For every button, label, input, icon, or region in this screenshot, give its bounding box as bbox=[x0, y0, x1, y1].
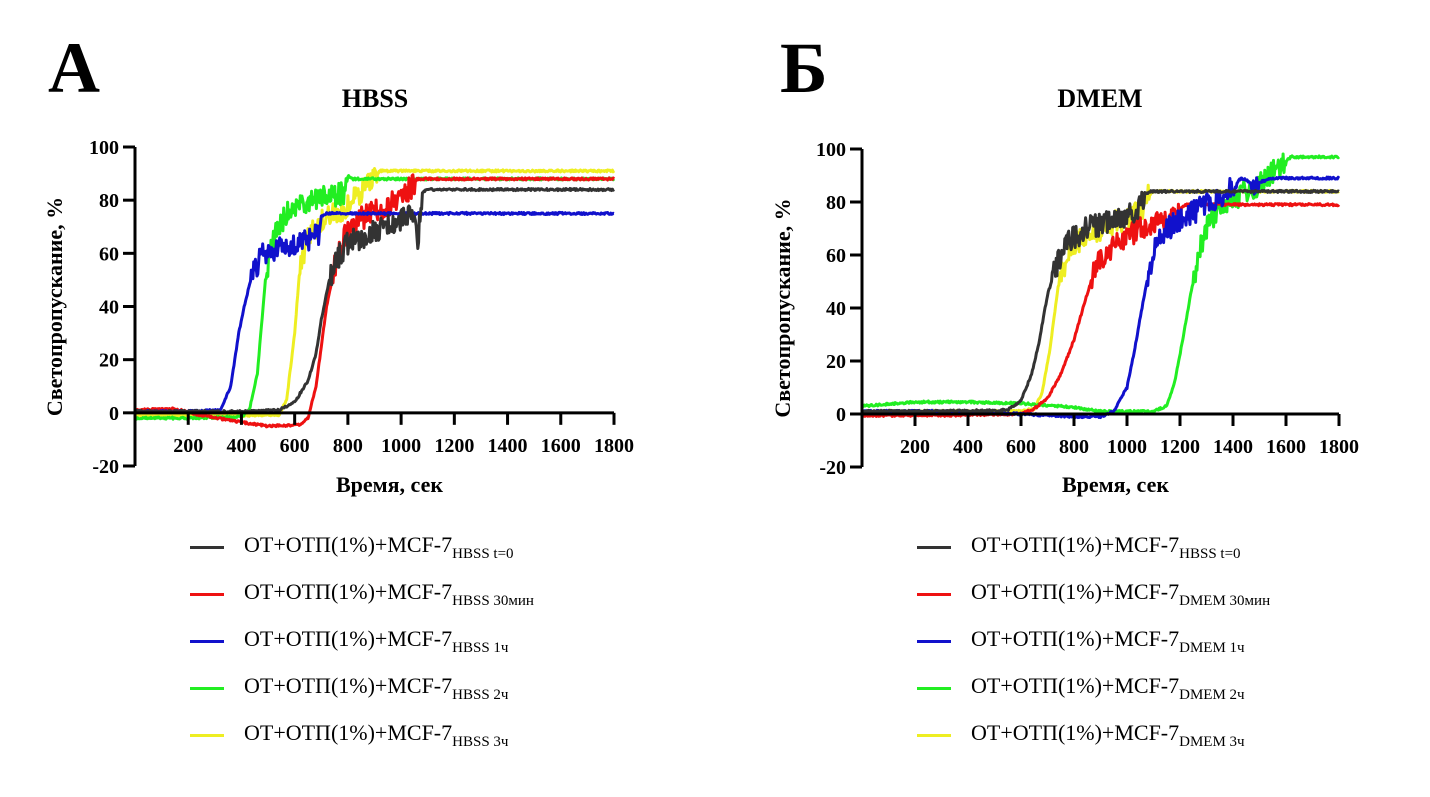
legend-item: ОТ+ОТП(1%)+MCF-7DMEM 30мин bbox=[917, 571, 1270, 618]
y-tick-label: 0 bbox=[109, 403, 119, 425]
x-tick-label: 1600 bbox=[1266, 436, 1306, 458]
series-line bbox=[861, 188, 1340, 414]
x-tick-label: 400 bbox=[953, 436, 983, 458]
legend-swatch bbox=[190, 593, 224, 596]
x-tick-label: 1400 bbox=[488, 435, 528, 457]
y-axis-label: Светопропускание, % bbox=[42, 197, 67, 416]
legend-label: ОТ+ОТП(1%)+MCF-7DMEM 3ч bbox=[971, 720, 1245, 750]
legend-swatch bbox=[917, 546, 951, 549]
legend-label: ОТ+ОТП(1%)+MCF-7HBSS 3ч bbox=[244, 720, 509, 750]
x-tick-label: 1400 bbox=[1213, 436, 1253, 458]
series-line bbox=[134, 173, 616, 429]
x-tick-label: 200 bbox=[900, 436, 930, 458]
legend-swatch bbox=[917, 734, 951, 737]
y-tick-label: 20 bbox=[99, 350, 119, 372]
x-tick-label: 800 bbox=[333, 435, 363, 457]
x-tick-label: 400 bbox=[226, 435, 256, 457]
legend-label: ОТ+ОТП(1%)+MCF-7HBSS 2ч bbox=[244, 673, 509, 703]
x-axis-label: Время, сек bbox=[1062, 472, 1169, 497]
legend-label: ОТ+ОТП(1%)+MCF-7HBSS t=0 bbox=[244, 532, 514, 562]
legend-label: ОТ+ОТП(1%)+MCF-7DMEM 2ч bbox=[971, 673, 1245, 703]
y-tick-label: 60 bbox=[826, 245, 846, 267]
x-tick-label: 200 bbox=[173, 435, 203, 457]
panel-b-letter: Б bbox=[780, 28, 828, 108]
legend-swatch bbox=[190, 546, 224, 549]
legend-item: ОТ+ОТП(1%)+MCF-7DMEM 1ч bbox=[917, 618, 1270, 665]
legend-item: ОТ+ОТП(1%)+MCF-7HBSS 2ч bbox=[190, 665, 534, 712]
legend-label: ОТ+ОТП(1%)+MCF-7HBSS 1ч bbox=[244, 626, 509, 656]
legend-item: ОТ+ОТП(1%)+MCF-7DMEM 3ч bbox=[917, 712, 1270, 759]
panel-a-title: HBSS bbox=[341, 84, 409, 113]
x-tick-label: 800 bbox=[1059, 436, 1089, 458]
legend-item: ОТ+ОТП(1%)+MCF-7HBSS 3ч bbox=[190, 712, 534, 759]
series-line bbox=[133, 167, 616, 418]
legend-item: ОТ+ОТП(1%)+MCF-7DMEM 2ч bbox=[917, 665, 1270, 712]
y-tick-label: 60 bbox=[99, 243, 119, 265]
legend-swatch bbox=[917, 593, 951, 596]
legend-swatch bbox=[190, 640, 224, 643]
x-tick-label: 1200 bbox=[1160, 436, 1200, 458]
panel-a-letter: А bbox=[48, 28, 100, 108]
y-tick-label: 80 bbox=[826, 192, 846, 214]
x-tick-label: 600 bbox=[1006, 436, 1036, 458]
y-tick-label: 20 bbox=[826, 351, 846, 373]
legend-dmem: ОТ+ОТП(1%)+MCF-7HBSS t=0 ОТ+ОТП(1%)+MCF-… bbox=[917, 524, 1270, 759]
x-tick-label: 1600 bbox=[541, 435, 581, 457]
x-tick-label: 600 bbox=[280, 435, 310, 457]
legend-label: ОТ+ОТП(1%)+MCF-7DMEM 1ч bbox=[971, 626, 1245, 656]
legend-item: ОТ+ОТП(1%)+MCF-7HBSS 1ч bbox=[190, 618, 534, 665]
legend-swatch bbox=[917, 640, 951, 643]
y-tick-label: 100 bbox=[89, 137, 119, 159]
legend-item: ОТ+ОТП(1%)+MCF-7HBSS t=0 bbox=[190, 524, 534, 571]
y-tick-label: -20 bbox=[819, 457, 846, 479]
x-tick-label: 1200 bbox=[434, 435, 474, 457]
panel-b-title: DMEM bbox=[1057, 84, 1143, 113]
legend-swatch bbox=[917, 687, 951, 690]
legend-item: ОТ+ОТП(1%)+MCF-7HBSS t=0 bbox=[917, 524, 1270, 571]
legend-label: ОТ+ОТП(1%)+MCF-7DMEM 30мин bbox=[971, 579, 1271, 609]
legend-item: ОТ+ОТП(1%)+MCF-7HBSS 30мин bbox=[190, 571, 534, 618]
legend-hbss: ОТ+ОТП(1%)+MCF-7HBSS t=0 ОТ+ОТП(1%)+MCF-… bbox=[190, 524, 534, 759]
legend-swatch bbox=[190, 734, 224, 737]
y-tick-label: 80 bbox=[99, 190, 119, 212]
x-tick-label: 1800 bbox=[1319, 436, 1359, 458]
y-axis-label: Светопропускание, % bbox=[770, 198, 795, 417]
y-tick-label: -20 bbox=[92, 456, 119, 478]
x-tick-label: 1800 bbox=[594, 435, 634, 457]
y-tick-label: 0 bbox=[836, 404, 846, 426]
x-tick-label: 1000 bbox=[381, 435, 421, 457]
y-tick-label: 40 bbox=[826, 298, 846, 320]
y-tick-label: 100 bbox=[816, 139, 846, 161]
series-line bbox=[861, 175, 1341, 420]
legend-label: ОТ+ОТП(1%)+MCF-7HBSS 30мин bbox=[244, 579, 534, 609]
y-tick-label: 40 bbox=[99, 297, 119, 319]
legend-swatch bbox=[190, 687, 224, 690]
x-tick-label: 1000 bbox=[1107, 436, 1147, 458]
x-axis-label: Время, сек bbox=[336, 472, 443, 497]
legend-label: ОТ+ОТП(1%)+MCF-7HBSS t=0 bbox=[971, 532, 1241, 562]
